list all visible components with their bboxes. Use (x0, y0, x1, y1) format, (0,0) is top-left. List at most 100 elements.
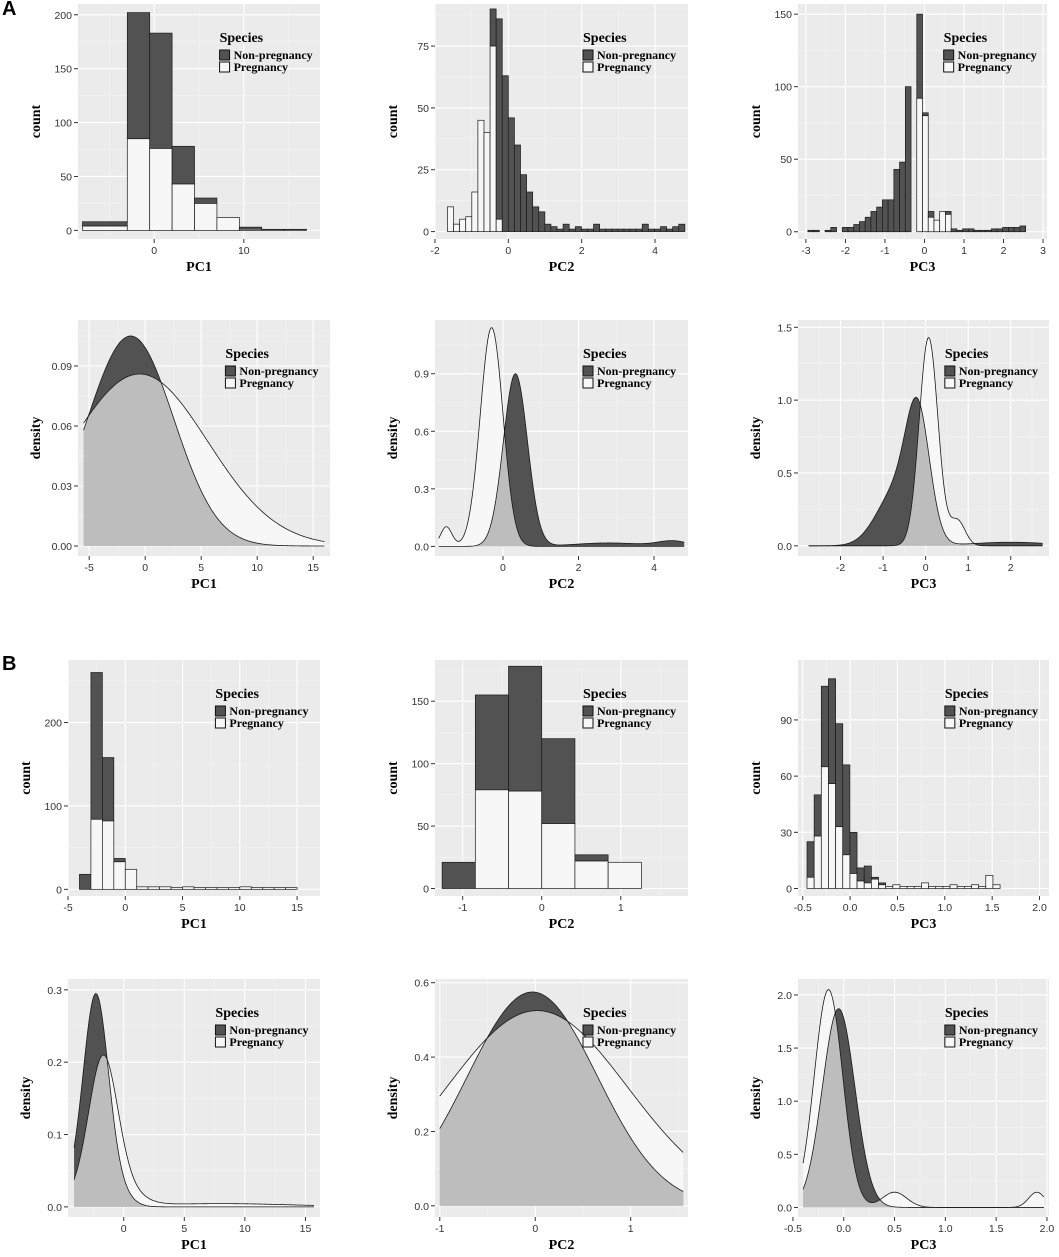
legend-key-pregnancy (214, 1036, 226, 1048)
bar-non-pregnancy (526, 191, 534, 232)
bar-pregnancy (171, 183, 195, 231)
plot-area (802, 989, 1045, 1208)
bar-pregnancy (459, 218, 467, 232)
bar-pregnancy (820, 766, 829, 889)
x-tick-label: 0.5 (887, 1223, 902, 1235)
bar-non-pregnancy (835, 723, 844, 828)
bar-pregnancy (863, 882, 872, 889)
chart-svg-B-hist-PC1: -5 0 5 10 150100200PC1countSpeciesNon-pregna… (19, 660, 320, 932)
legend-key-pregnancy (214, 717, 226, 729)
bar-non-pregnancy (593, 223, 600, 232)
x-tick-label: 4 (652, 245, 658, 257)
bar-non-pregnancy (82, 221, 128, 227)
legend-label-pregnancy: Pregnancy (597, 1035, 651, 1049)
bar-non-pregnancy (495, 18, 503, 220)
legend-label-pregnancy: Pregnancy (229, 716, 283, 730)
legend-key-non-pregnancy (944, 365, 956, 377)
bar-pregnancy (541, 823, 576, 889)
bar-pregnancy (465, 216, 473, 232)
y-axis-label: count (386, 104, 401, 138)
bar-pregnancy (913, 886, 922, 889)
legend-label-pregnancy: Pregnancy (959, 376, 1013, 390)
bar-pregnancy (489, 45, 497, 232)
density-line-pregnancy (438, 327, 685, 547)
y-tick-label: 0.0 (777, 541, 792, 553)
legend-title: Species (945, 1006, 989, 1021)
bar-pregnancy (483, 132, 491, 232)
legend-label-non-pregnancy: Non-pregnancy (597, 364, 676, 378)
y-tick-label: 0.6 (414, 978, 429, 990)
bar-pregnancy (136, 886, 149, 890)
bar-pregnancy (124, 868, 138, 890)
y-axis-label: count (19, 761, 34, 795)
legend-key-pregnancy (582, 1036, 594, 1048)
legend-key-non-pregnancy (219, 49, 231, 61)
bar-non-pregnancy (501, 75, 509, 232)
bar-pregnancy (835, 826, 844, 889)
y-tick-label: 0.06 (52, 421, 73, 433)
y-tick-label: 0.5 (777, 468, 792, 480)
legend-label-non-pregnancy: Non-pregnancy (239, 364, 318, 378)
bar-pregnancy (574, 860, 609, 889)
chart-svg-B-dens-PC2: -1 0 1 0.0 0.2 0.4 0.6 PC2 density Species Non-pre… (386, 978, 688, 1253)
bar-non-pregnancy (171, 145, 195, 185)
bar-non-pregnancy (876, 206, 883, 233)
y-tick-label: 150 (774, 9, 792, 21)
section-label-a: A (2, 0, 17, 20)
bar-non-pregnancy (813, 229, 820, 233)
bar-non-pregnancy (520, 174, 527, 232)
density-line-non-pregnancy (438, 373, 685, 547)
y-tick-label: 50 (60, 171, 72, 183)
legend-label-non-pregnancy: Non-pregnancy (959, 704, 1038, 718)
legend-label-non-pregnancy: Non-pregnancy (234, 48, 313, 62)
bar-pregnancy (508, 790, 543, 889)
gridlines (67, 660, 320, 896)
bar-non-pregnancy (828, 678, 836, 784)
x-tick-label: -0.5 (794, 902, 812, 914)
legend-label-pregnancy: Pregnancy (597, 376, 651, 390)
x-tick-label: 2 (576, 562, 582, 574)
bar-non-pregnancy (654, 228, 661, 232)
chart-svg-A-hist-PC2: -2 0 2 40255075PC2countSpeciesNon-pregnancy… (386, 4, 688, 275)
bar-non-pregnancy (574, 854, 609, 862)
legend-key-non-pregnancy (582, 365, 594, 377)
legend-key-pregnancy (944, 1036, 956, 1048)
bar-pregnancy (447, 206, 454, 232)
bar-pregnancy (885, 886, 894, 889)
y-tick-label: 0.3 (414, 484, 429, 496)
x-axis-label: PC1 (191, 577, 217, 592)
legend-key-non-pregnancy (944, 705, 956, 717)
axes: -1 0 1 0.0 0.2 0.4 0.6 (414, 978, 633, 1235)
bar-non-pregnancy (927, 211, 935, 218)
y-tick-label: 0 (786, 884, 792, 896)
y-tick-label: 2.0 (777, 990, 792, 1002)
x-axis-label: PC2 (549, 577, 575, 592)
bar-non-pregnancy (859, 221, 866, 233)
x-tick-label: 0 (505, 245, 511, 257)
bar-non-pregnancy (967, 228, 975, 233)
x-tick-label: 2 (1001, 245, 1007, 257)
axes: 0 5 10 15 0.0 0.1 0.2 0.3 (47, 985, 311, 1235)
y-tick-label: 0.00 (52, 541, 73, 553)
density-line-non-pregnancy (73, 992, 314, 1208)
chart-svg-A-hist-PC1: 0 10050100150200PC1countSpeciesNon-pregna… (29, 4, 320, 275)
axes: -5 0 5 10 15 0.00 0.03 0.06 0.09 (52, 361, 320, 574)
bar-non-pregnancy (629, 228, 637, 232)
chart-B-dens-PC1: 0 5 10 15 0.0 0.1 0.2 0.3 PC1 density Species Non-p… (10, 979, 320, 1257)
chart-A-dens-PC1: -5 0 5 10 15 0.00 0.03 0.06 0.09 PC1 density Specie… (20, 320, 330, 596)
plot-area (439, 991, 684, 1206)
bar-pregnancy (238, 228, 263, 231)
x-axis-label: PC2 (549, 917, 575, 932)
bar-pregnancy (126, 138, 151, 231)
y-tick-label: 0.3 (47, 985, 62, 997)
legend-label-non-pregnancy: Non-pregnancy (229, 1023, 308, 1037)
bar-pregnancy (193, 887, 206, 890)
plot-area (73, 992, 314, 1208)
bar-pregnancy (933, 219, 941, 233)
y-tick-label: 0.03 (52, 481, 73, 493)
bar-non-pregnancy (870, 211, 878, 233)
density-line-non-pregnancy (808, 396, 1043, 547)
